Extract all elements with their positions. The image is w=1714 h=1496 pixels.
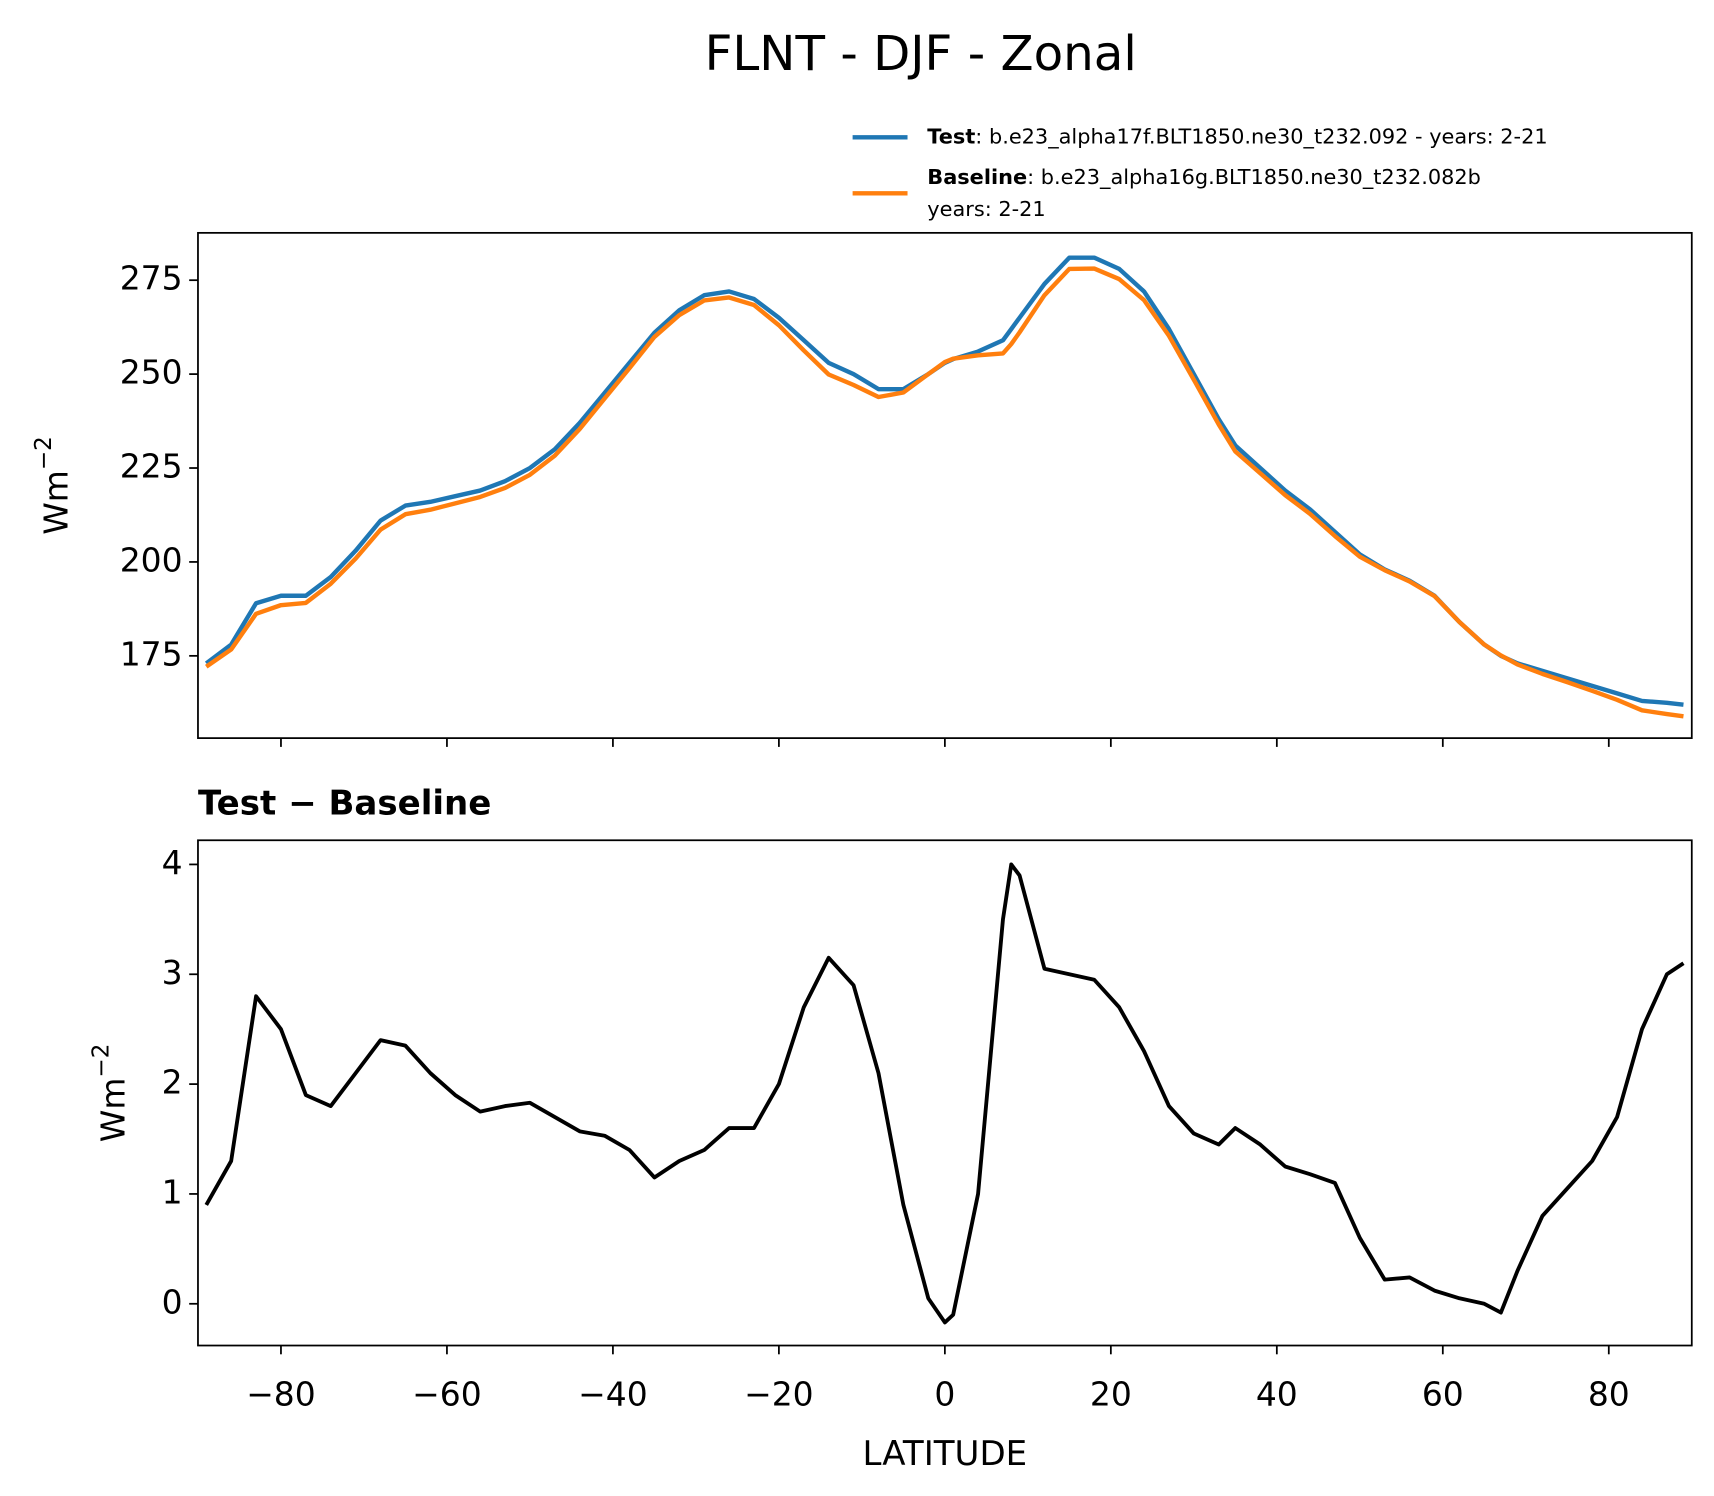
y-tick-label: 1 (162, 1172, 183, 1211)
y-tick-label: 175 (120, 634, 183, 673)
y-axis-label: Wm−2 (88, 1044, 132, 1143)
y-tick-label: 275 (120, 259, 183, 298)
y-tick-label: 225 (120, 447, 183, 486)
x-tick-label: 40 (1256, 1375, 1298, 1414)
axes-frame (197, 231, 1693, 739)
x-tick-label: 80 (1588, 1375, 1630, 1414)
subplot-title: Test − Baseline (198, 784, 491, 824)
legend-description: : b.e23_alpha16g.BLT1850.ne30_t232.082b (1027, 165, 1481, 190)
y-tick-label: 3 (162, 953, 183, 992)
x-tick-label: −40 (578, 1375, 648, 1414)
legend-description: : b.e23_alpha17f.BLT1850.ne30_t232.092 -… (975, 124, 1547, 149)
axes-frame (197, 839, 1693, 1347)
x-tick-label: −60 (412, 1375, 482, 1414)
x-tick-label: −80 (246, 1375, 316, 1414)
y-label-base: Wm (93, 1078, 132, 1143)
y-label-exponent: −2 (31, 436, 57, 470)
x-tick-label: 60 (1422, 1375, 1464, 1414)
y-tick-label: 200 (120, 540, 183, 579)
x-tick-label: 0 (934, 1375, 955, 1414)
y-tick-label: 250 (120, 353, 183, 392)
legend-name: Test (927, 124, 975, 148)
y-label-exponent: −2 (88, 1044, 114, 1078)
legend-label: Baseline: b.e23_alpha16g.BLT1850.ne30_t2… (927, 165, 1481, 190)
figure-title: FLNT - DJF - Zonal (705, 26, 1137, 82)
x-tick-label: 20 (1090, 1375, 1132, 1414)
y-tick-label: 0 (162, 1282, 183, 1321)
data-line (204, 862, 1685, 1325)
legend-label-line2: years: 2-21 (927, 197, 1045, 221)
x-tick-label: −20 (744, 1375, 814, 1414)
y-label-base: Wm (36, 470, 75, 535)
x-axis-label: LATITUDE (863, 1434, 1028, 1474)
plot-area (204, 255, 1684, 719)
y-tick-label: 4 (162, 843, 183, 882)
y-axis-label: Wm−2 (31, 436, 75, 535)
y-tick-label: 2 (162, 1063, 183, 1102)
data-line (205, 266, 1684, 719)
legend-name: Baseline (927, 165, 1027, 189)
plot-area (204, 862, 1685, 1325)
legend-label: Test: b.e23_alpha17f.BLT1850.ne30_t232.0… (927, 124, 1547, 149)
